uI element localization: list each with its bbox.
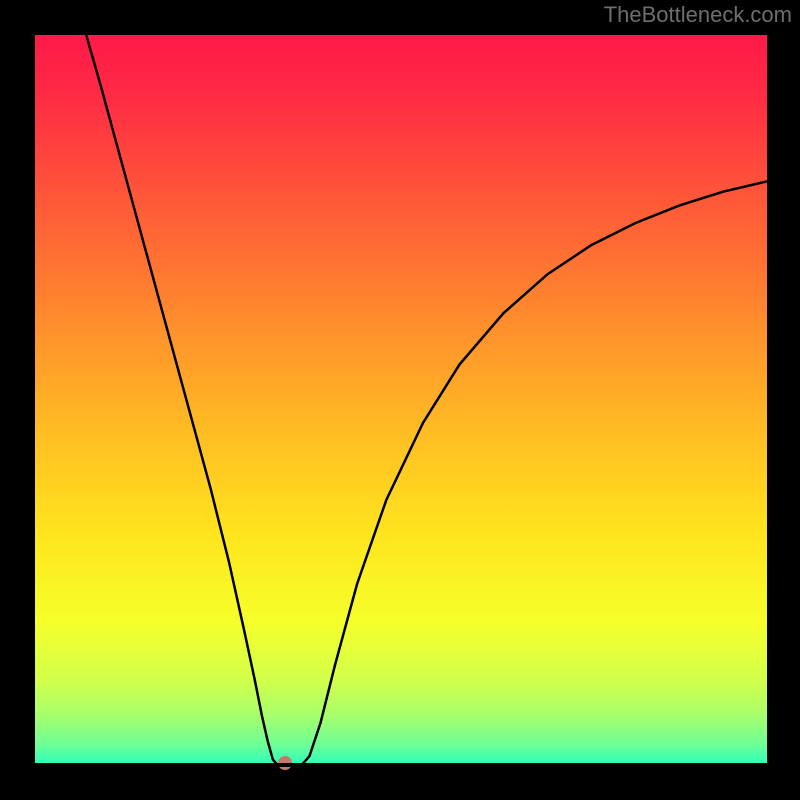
watermark-text: TheBottleneck.com [604, 2, 792, 28]
plot-area [35, 35, 767, 767]
chart-frame: TheBottleneck.com [0, 0, 800, 800]
baseline-bar [35, 763, 767, 767]
bottleneck-curve [35, 35, 767, 767]
